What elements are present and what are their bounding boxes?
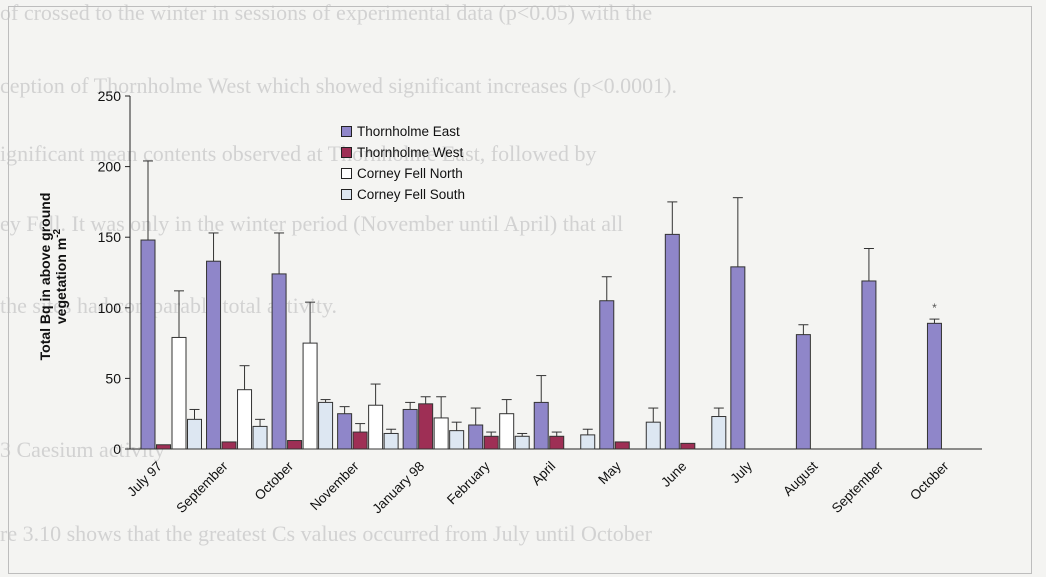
bar [252, 425, 268, 450]
x-tick-label: January 98 [369, 459, 427, 517]
background-text-line: of crossed to the winter in sessions of … [0, 0, 653, 25]
bar [795, 334, 811, 450]
bar [861, 280, 877, 450]
bar [287, 440, 303, 450]
bar [514, 435, 530, 450]
y-tick-label: 50 [105, 370, 121, 386]
legend-swatch [341, 168, 352, 179]
x-tick-label: June [658, 459, 689, 490]
x-tick-label: September [829, 458, 887, 516]
bar [549, 435, 565, 450]
chart-legend: Thornholme East Thornholme West Corney F… [341, 121, 465, 205]
x-tick-label: September [173, 458, 231, 516]
y-tick-label: 100 [98, 300, 122, 316]
x-tick-label: April [529, 459, 559, 489]
legend-item-corney-fell-south: Corney Fell South [341, 184, 465, 205]
legend-label: Thornholme East [357, 124, 460, 139]
bar [664, 233, 680, 450]
bar [533, 401, 549, 450]
bar [140, 239, 156, 450]
bar [711, 416, 727, 450]
bar [449, 430, 465, 450]
legend-label: Corney Fell South [357, 187, 466, 202]
y-axis-title: Total Bq in above groundvegetation m-2 [37, 193, 69, 361]
x-tick-label: November [307, 458, 362, 513]
chart-frame [8, 6, 1032, 574]
x-tick-label: February [444, 458, 493, 507]
bar [483, 435, 499, 450]
y-tick-label: 0 [113, 441, 121, 457]
bar [156, 444, 171, 450]
bar [599, 300, 615, 450]
bar [468, 424, 484, 450]
legend-item-thornholme-west: Thornholme West [341, 142, 465, 163]
background-text-line: ception of Thornholme West which showed … [0, 73, 678, 98]
bar [433, 417, 449, 450]
bar [352, 431, 368, 450]
bar [237, 389, 253, 450]
background-text-line: re 3.10 shows that the greatest Cs value… [0, 521, 652, 546]
x-tick-label: July 97 [124, 459, 165, 500]
x-tick-label: October [907, 458, 952, 503]
legend-item-thornholme-east: Thornholme East [341, 121, 465, 142]
bar [368, 404, 384, 450]
legend-swatch [341, 189, 352, 200]
legend-item-corney-fell-north: Corney Fell North [341, 163, 465, 184]
bar [337, 413, 353, 450]
x-tick-label: July [727, 458, 755, 486]
chart-annotation: * [932, 301, 937, 315]
bar [402, 408, 418, 450]
legend-swatch [341, 126, 352, 137]
y-tick-label: 200 [98, 159, 122, 175]
y-tick-label: 150 [98, 229, 122, 245]
bar [730, 266, 746, 450]
legend-label: Corney Fell North [357, 166, 463, 181]
bar [206, 260, 222, 450]
x-tick-label: August [780, 458, 821, 499]
bar [221, 441, 237, 450]
legend-swatch [341, 147, 352, 158]
background-text-line: ey Fell. It was only in the winter perio… [0, 211, 624, 236]
bar [680, 442, 696, 450]
bar [418, 403, 434, 450]
bar [302, 342, 318, 450]
bar [318, 401, 334, 450]
bar [926, 322, 942, 450]
bar [614, 441, 630, 450]
bar [499, 413, 515, 450]
y-tick-label: 250 [98, 88, 122, 104]
bar [171, 336, 187, 450]
bar [580, 434, 596, 450]
bar [383, 432, 399, 450]
bar [271, 273, 287, 450]
bar [187, 418, 202, 450]
bar [645, 421, 661, 450]
x-tick-label: October [252, 458, 297, 503]
x-tick-label: May [595, 458, 624, 487]
legend-label: Thornholme West [357, 145, 464, 160]
background-text-line: ignificant mean contents observed at Tho… [0, 141, 597, 166]
